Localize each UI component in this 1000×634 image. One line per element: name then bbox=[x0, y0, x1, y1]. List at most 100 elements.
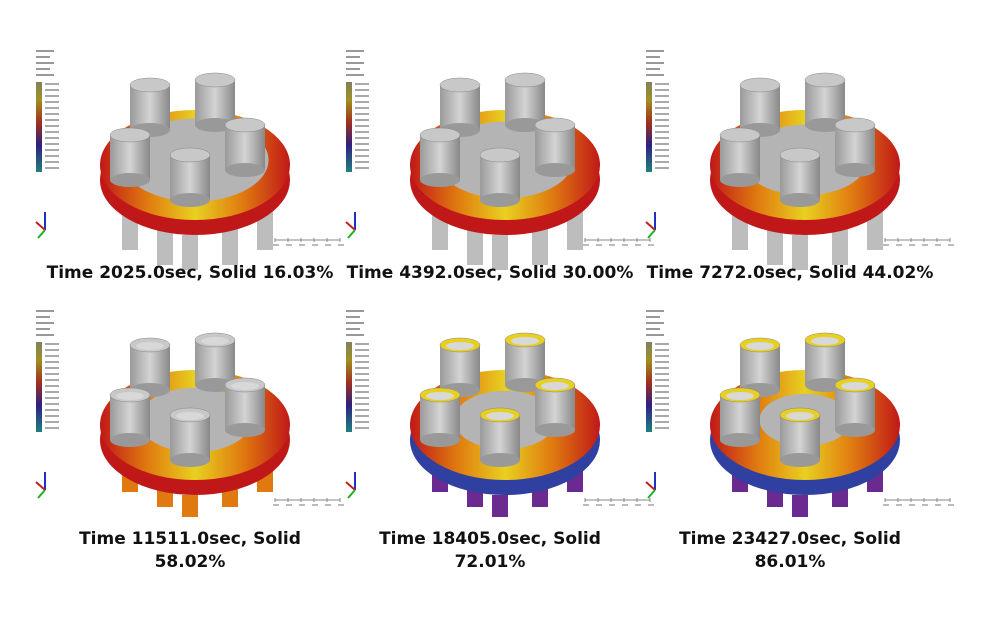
legend-tick-label bbox=[45, 89, 59, 91]
riser-cylinder bbox=[534, 117, 576, 177]
scale-bar bbox=[273, 238, 344, 246]
legend-tick-label bbox=[655, 83, 669, 85]
legend-tick-label bbox=[355, 403, 369, 405]
legend-tick-label bbox=[45, 131, 59, 133]
casting-render bbox=[645, 310, 954, 517]
legend-tick-label bbox=[355, 373, 369, 375]
scale-bar bbox=[583, 238, 654, 246]
legend-header-line bbox=[646, 328, 660, 330]
legend-tick-label bbox=[355, 137, 369, 139]
legend-tick-label bbox=[45, 161, 59, 163]
legend-tick-label bbox=[355, 427, 369, 429]
legend-tick-label bbox=[655, 421, 669, 423]
scale-bar bbox=[883, 238, 954, 246]
casting-render bbox=[345, 50, 654, 270]
casting-leg bbox=[867, 210, 883, 250]
riser-cylinder bbox=[109, 127, 151, 187]
casting-leg bbox=[532, 225, 548, 265]
legend-header-line bbox=[346, 50, 364, 52]
legend-tick-label bbox=[45, 421, 59, 423]
legend-tick-label bbox=[655, 379, 669, 381]
riser-cylinder bbox=[129, 77, 171, 137]
caption-6-line2: 86.01% bbox=[754, 552, 826, 572]
riser-cylinder bbox=[504, 332, 546, 392]
legend-tick-label bbox=[655, 107, 669, 109]
legend-header-line bbox=[346, 68, 360, 70]
legend-tick-label bbox=[355, 155, 369, 157]
scale-bar bbox=[583, 498, 654, 506]
riser-cylinder bbox=[224, 117, 266, 177]
legend-tick-label bbox=[355, 107, 369, 109]
legend-header-line bbox=[36, 322, 54, 324]
legend-tick-label bbox=[355, 355, 369, 357]
caption-6-line1: Time 23427.0sec, Solid bbox=[679, 529, 901, 549]
legend-tick-label bbox=[355, 113, 369, 115]
legend-tick-label bbox=[45, 101, 59, 103]
riser-cylinder bbox=[419, 387, 461, 447]
scale-bar bbox=[883, 498, 954, 506]
legend-tick-label bbox=[355, 421, 369, 423]
legend-tick-label bbox=[655, 161, 669, 163]
legend-tick-label bbox=[655, 397, 669, 399]
legend-tick-label bbox=[45, 403, 59, 405]
legend-tick-label bbox=[355, 409, 369, 411]
legend-tick-label bbox=[655, 113, 669, 115]
legend-header-line bbox=[646, 62, 664, 64]
casting-leg bbox=[222, 225, 238, 265]
caption-2: Time 4392.0sec, Solid 30.00% bbox=[346, 263, 634, 283]
riser-cylinder bbox=[194, 72, 236, 132]
legend-header-line bbox=[646, 50, 664, 52]
legend-tick-label bbox=[655, 167, 669, 169]
riser-cylinder bbox=[804, 72, 846, 132]
simulation-panel-5 bbox=[340, 300, 660, 530]
legend-tick-label bbox=[355, 397, 369, 399]
legend-header-line bbox=[36, 68, 50, 70]
casting-leg bbox=[832, 225, 848, 265]
legend-tick-label bbox=[655, 349, 669, 351]
legend-header-line bbox=[346, 322, 364, 324]
legend-colorbar bbox=[646, 342, 652, 432]
legend-header-line bbox=[36, 328, 50, 330]
legend-tick-label bbox=[655, 95, 669, 97]
riser-cylinder bbox=[834, 377, 876, 437]
legend-header-line bbox=[646, 322, 664, 324]
simulation-panel-4 bbox=[30, 300, 350, 530]
legend-tick-label bbox=[655, 155, 669, 157]
legend-header-line bbox=[646, 56, 660, 58]
legend-header-line bbox=[346, 328, 360, 330]
legend-tick-label bbox=[45, 167, 59, 169]
legend-tick-label bbox=[45, 355, 59, 357]
simulation-panel-6 bbox=[640, 300, 960, 530]
casting-render bbox=[35, 50, 344, 270]
legend-header-line bbox=[346, 56, 360, 58]
legend-tick-label bbox=[45, 137, 59, 139]
legend-tick-label bbox=[355, 385, 369, 387]
legend-tick-label bbox=[45, 113, 59, 115]
legend-tick-label bbox=[45, 107, 59, 109]
casting-leg bbox=[792, 235, 808, 270]
casting-leg bbox=[157, 225, 173, 265]
legend-tick-label bbox=[355, 367, 369, 369]
legend-header-line bbox=[346, 62, 364, 64]
legend-header-line bbox=[646, 310, 664, 312]
casting-leg bbox=[257, 210, 273, 250]
legend-header-line bbox=[646, 334, 664, 336]
legend-tick-label bbox=[655, 367, 669, 369]
legend-header-line bbox=[36, 50, 54, 52]
legend-header-line bbox=[346, 310, 364, 312]
casting-render bbox=[345, 310, 654, 517]
legend-tick-label bbox=[355, 89, 369, 91]
legend-tick-label bbox=[655, 89, 669, 91]
legend-tick-label bbox=[655, 143, 669, 145]
legend-tick-label bbox=[45, 149, 59, 151]
casting-leg bbox=[182, 495, 198, 517]
legend-tick-label bbox=[355, 379, 369, 381]
legend-colorbar bbox=[346, 82, 352, 172]
simulation-panel-3 bbox=[640, 40, 960, 270]
casting-leg bbox=[767, 225, 783, 265]
riser-cylinder bbox=[479, 147, 521, 207]
legend-tick-label bbox=[355, 391, 369, 393]
legend-tick-label bbox=[655, 125, 669, 127]
caption-4: Time 11511.0sec, Solid 58.02% bbox=[30, 528, 350, 574]
